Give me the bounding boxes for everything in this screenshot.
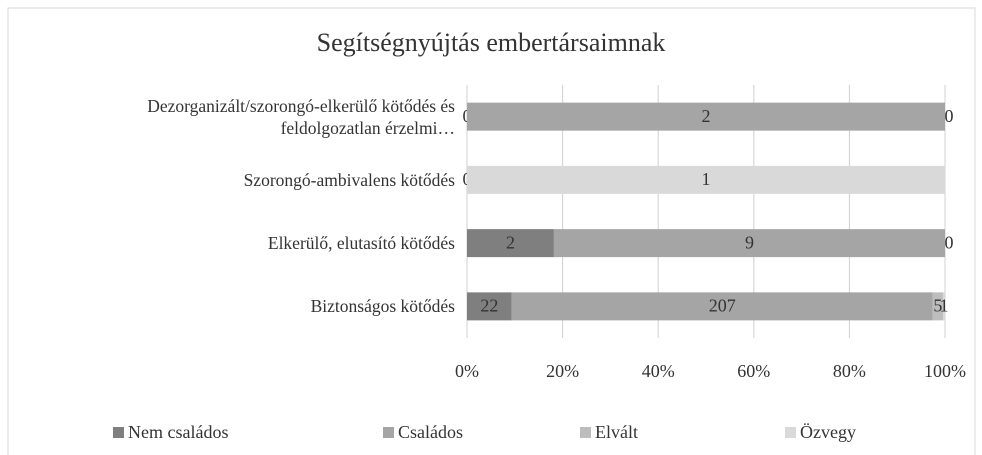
bar-segment — [553, 229, 945, 258]
chart-frame — [7, 7, 976, 455]
data-label: 0 — [945, 232, 954, 252]
data-label: 207 — [709, 296, 736, 316]
y-tick-label: Dezorganizált/szorongó-elkerülő kötődés … — [147, 95, 455, 138]
bar-segment — [932, 292, 943, 321]
data-label: 22 — [480, 296, 498, 316]
legend-label: Özvegy — [800, 422, 856, 442]
x-tick-label: 60% — [737, 361, 770, 381]
x-tick-label: 20% — [546, 361, 579, 381]
x-tick-label: 40% — [642, 361, 675, 381]
bar-segment — [467, 102, 945, 131]
bar-segment — [511, 292, 933, 321]
legend-swatch — [113, 427, 124, 438]
data-label: 0 — [945, 106, 954, 126]
legend-label: Nem családos — [128, 422, 228, 442]
data-label: 1 — [939, 296, 948, 316]
legend-swatch — [580, 427, 591, 438]
bar-segment — [467, 165, 945, 194]
bar-segment — [467, 229, 554, 258]
data-label: 2 — [702, 106, 711, 126]
x-tick-label: 80% — [833, 361, 866, 381]
chart-title: Segítségnyújtás embertársaimnak — [317, 28, 666, 57]
y-tick-label: Szorongó-ambivalens kötődés — [243, 169, 455, 190]
legend-swatch — [785, 427, 796, 438]
legend-label: Elvált — [595, 422, 638, 442]
y-tick-label: Elkerülő, elutasító kötődés — [267, 233, 455, 254]
y-tick-label: Biztonságos kötődés — [310, 296, 455, 317]
legend-label: Családos — [398, 422, 463, 442]
data-label: 9 — [745, 232, 754, 252]
data-label: 2 — [506, 232, 515, 252]
legend-swatch — [383, 427, 394, 438]
data-label: 5 — [933, 296, 942, 316]
bar-segment — [942, 292, 945, 321]
x-tick-label: 0% — [455, 361, 479, 381]
x-tick-label: 100% — [924, 361, 966, 381]
data-label: 1 — [702, 169, 711, 189]
bar-segment — [467, 292, 512, 321]
